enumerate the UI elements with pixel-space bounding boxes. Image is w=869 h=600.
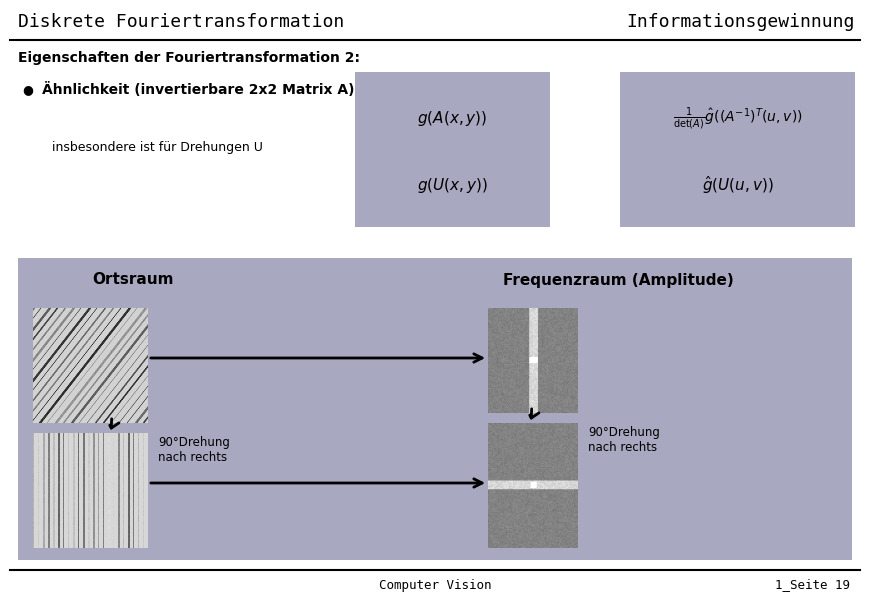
Text: $g(U(x,y))$: $g(U(x,y))$ — [416, 176, 488, 194]
Text: Informationsgewinnung: Informationsgewinnung — [626, 13, 854, 31]
Text: ●: ● — [22, 83, 33, 97]
Text: 90°Drehung
nach rechts: 90°Drehung nach rechts — [587, 426, 659, 454]
Text: 1_Seite 19: 1_Seite 19 — [774, 578, 849, 592]
Text: Computer Vision: Computer Vision — [378, 578, 491, 592]
Text: insbesondere ist für Drehungen U: insbesondere ist für Drehungen U — [52, 142, 262, 154]
Text: $\frac{1}{\det(A)}\hat{g}((A^{-1})^T(u,v))$: $\frac{1}{\det(A)}\hat{g}((A^{-1})^T(u,v… — [672, 105, 801, 132]
Text: $g(A(x,y))$: $g(A(x,y))$ — [417, 109, 488, 128]
Text: Frequenzraum (Amplitude): Frequenzraum (Amplitude) — [502, 272, 733, 287]
Text: Ähnlichkeit (invertierbare 2x2 Matrix A): Ähnlichkeit (invertierbare 2x2 Matrix A) — [42, 82, 354, 97]
Text: $\hat{g}(U(u,v))$: $\hat{g}(U(u,v))$ — [700, 174, 773, 196]
Text: Ortsraum: Ortsraum — [92, 272, 174, 287]
Bar — [620, 72, 854, 227]
Bar — [355, 72, 549, 227]
Text: 90°Drehung
nach rechts: 90°Drehung nach rechts — [158, 436, 229, 464]
Text: Eigenschaften der Fouriertransformation 2:: Eigenschaften der Fouriertransformation … — [18, 51, 360, 65]
Text: Diskrete Fouriertransformation: Diskrete Fouriertransformation — [18, 13, 344, 31]
Bar — [18, 258, 851, 560]
